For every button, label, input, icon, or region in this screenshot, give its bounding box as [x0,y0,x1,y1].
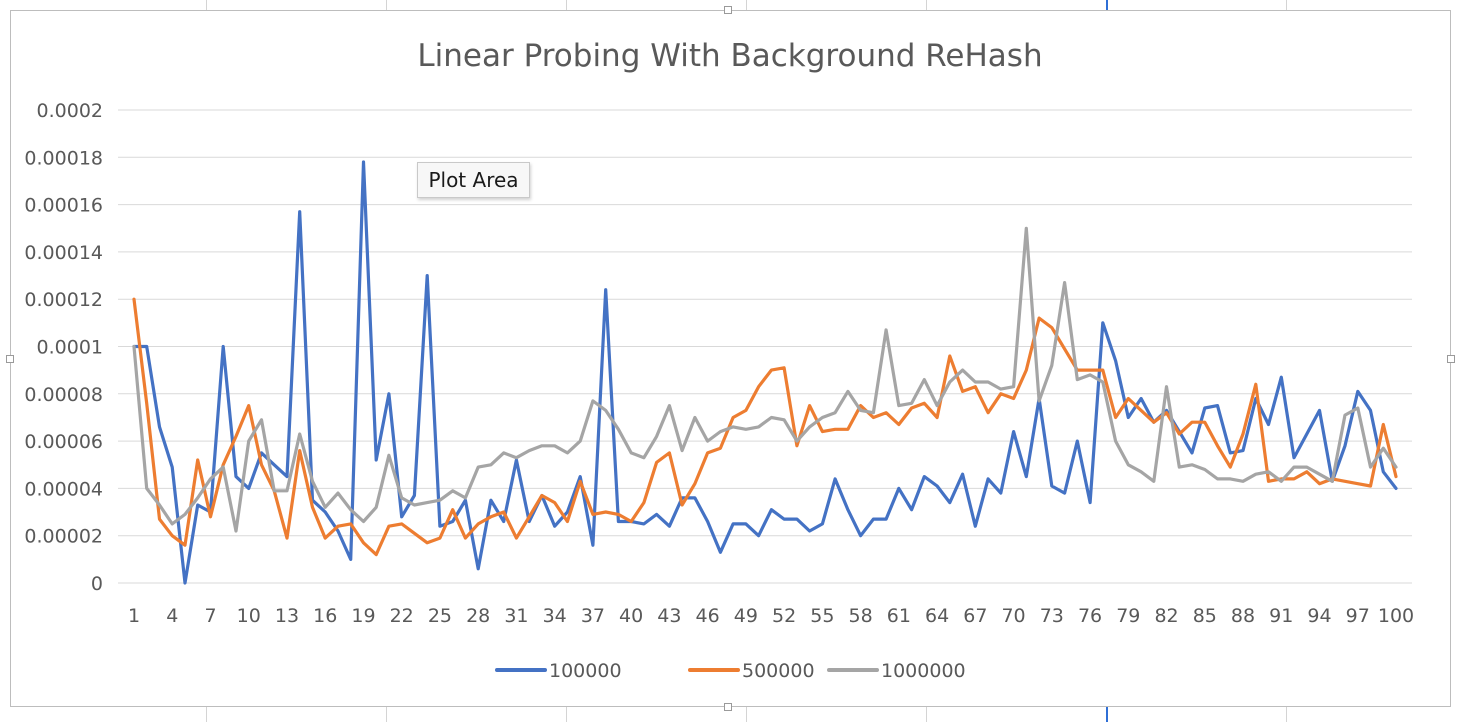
legend-label: 1000000 [881,660,966,682]
sheet-column-divider [386,706,387,722]
chart-container[interactable] [10,10,1451,707]
sheet-column-divider [1106,706,1108,722]
x-tick-label: 61 [887,605,911,627]
y-tick-label: 0.0002 [37,100,103,122]
x-tick-label: 85 [1193,605,1217,627]
resize-handle-top[interactable] [724,6,732,14]
x-tick-label: 37 [581,605,605,627]
sheet-column-divider [1286,706,1287,722]
sheet-column-divider [566,0,567,14]
x-tick-label: 7 [204,605,216,627]
x-tick-label: 16 [313,605,337,627]
x-tick-label: 91 [1269,605,1293,627]
x-tick-label: 70 [1001,605,1025,627]
series-line-100000 [132,160,1398,585]
chart-title: Linear Probing With Background ReHash [417,38,1042,74]
series-line-1000000 [132,226,1398,533]
x-tick-label: 46 [696,605,720,627]
x-tick-label: 73 [1040,605,1064,627]
x-tick-label: 1 [128,605,140,627]
x-tick-label: 94 [1307,605,1331,627]
x-tick-label: 52 [772,605,796,627]
plot-area-tooltip: Plot Area [417,162,530,198]
x-tick-label: 49 [734,605,758,627]
sheet-column-divider [926,0,927,14]
x-tick-label: 4 [166,605,178,627]
sheet-column-divider [206,706,207,722]
sheet-column-divider [386,0,387,14]
x-tick-label: 40 [619,605,643,627]
x-tick-label: 79 [1116,605,1140,627]
y-tick-label: 0.00014 [24,242,103,264]
x-tick-label: 28 [466,605,490,627]
x-tick-label: 82 [1154,605,1178,627]
x-tick-label: 31 [504,605,528,627]
sheet-column-divider [926,706,927,722]
x-tick-label: 55 [810,605,834,627]
x-tick-label: 22 [390,605,414,627]
resize-handle-left[interactable] [6,355,14,363]
resize-handle-right[interactable] [1447,355,1455,363]
y-tick-label: 0.00006 [24,431,103,453]
y-tick-label: 0.00016 [24,195,103,217]
legend-label: 500000 [742,660,815,682]
series-line-500000 [132,297,1398,557]
x-tick-label: 13 [275,605,299,627]
x-tick-label: 58 [849,605,873,627]
x-tick-label: 43 [657,605,681,627]
y-tick-label: 0.0001 [37,337,103,359]
sheet-column-divider [206,0,207,14]
x-tick-label: 19 [351,605,375,627]
x-tick-label: 100 [1378,605,1414,627]
y-tick-label: 0 [91,573,103,595]
sheet-column-divider [746,0,747,14]
x-tick-label: 64 [925,605,949,627]
x-tick-label: 34 [543,605,567,627]
y-tick-label: 0.00012 [24,289,103,311]
sheet-column-divider [1106,0,1108,14]
y-tick-label: 0.00004 [24,478,103,500]
sheet-column-divider [746,706,747,722]
sheet-column-divider [1286,0,1287,14]
resize-handle-bottom[interactable] [724,703,732,711]
x-tick-label: 67 [963,605,987,627]
y-tick-label: 0.00002 [24,526,103,548]
y-tick-label: 0.00008 [24,384,103,406]
sheet-column-divider [566,706,567,722]
x-tick-label: 10 [237,605,261,627]
legend-label: 100000 [549,660,622,682]
x-tick-label: 25 [428,605,452,627]
x-tick-label: 76 [1078,605,1102,627]
x-tick-label: 88 [1231,605,1255,627]
x-tick-label: 97 [1346,605,1370,627]
y-tick-label: 0.00018 [24,147,103,169]
